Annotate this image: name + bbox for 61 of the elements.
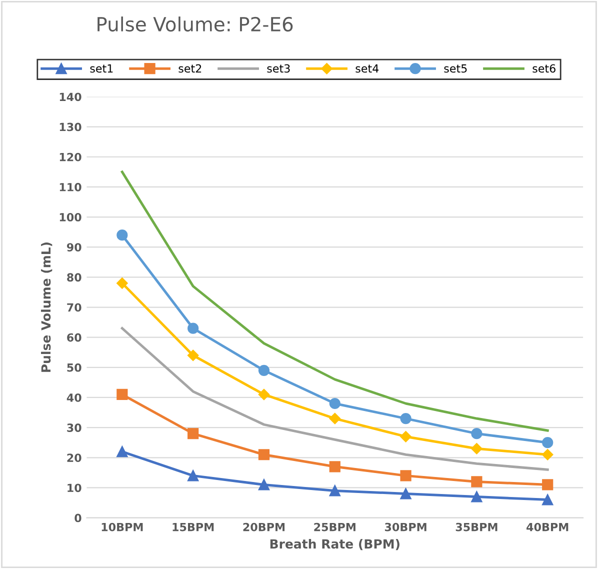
legend-label: set6 — [532, 64, 556, 73]
x-tick-label: 20BPM — [243, 522, 285, 532]
x-axis-title: Breath Rate (BPM) — [270, 538, 400, 550]
chart-title: Pulse Volume: P2-E6 — [98, 16, 293, 32]
line-series — [120, 327, 549, 471]
y-tick-label: 100 — [60, 213, 82, 222]
point — [471, 428, 482, 440]
point — [258, 479, 270, 490]
x-tick-label: 30BPM — [384, 522, 426, 532]
point — [329, 461, 340, 472]
point — [542, 494, 554, 506]
point — [329, 412, 340, 424]
legend-label: set1 — [90, 64, 113, 73]
point — [258, 388, 270, 400]
y-tick-label: 60 — [67, 333, 82, 342]
point — [188, 470, 199, 482]
x-tick-label: 25BPM — [314, 522, 356, 532]
point — [187, 350, 199, 361]
y-tick-label: 120 — [60, 152, 82, 162]
legend-label: set5 — [444, 64, 467, 73]
point — [116, 278, 128, 289]
point — [542, 449, 554, 460]
y-tick-label: 80 — [67, 273, 82, 282]
point — [188, 322, 199, 334]
y-tick-label: 40 — [66, 393, 82, 402]
point — [258, 364, 270, 376]
point — [471, 443, 482, 454]
point — [116, 446, 128, 458]
y-tick-label: 20 — [67, 454, 82, 462]
y-tick-label: 30 — [67, 424, 82, 432]
point — [542, 479, 554, 490]
y-tick-label: 140 — [60, 92, 82, 102]
y-tick-label: 10 — [68, 484, 82, 492]
point — [116, 230, 128, 241]
legend-label: set4 — [356, 64, 379, 73]
x-tick-label: 10BPM — [102, 522, 143, 532]
y-tick-label: 70 — [67, 303, 82, 312]
point — [400, 488, 412, 500]
point — [258, 449, 270, 460]
legend-label: set3 — [267, 64, 290, 73]
y-tick-label: 50 — [67, 363, 82, 372]
x-tick-label: 15BPM — [172, 522, 214, 532]
point — [400, 470, 412, 482]
y-tick-label: 130 — [60, 122, 82, 132]
point — [471, 476, 482, 488]
point — [400, 412, 412, 424]
y-tick-label: 110 — [60, 182, 82, 192]
y-axis-title: Pulse Volume (mL) — [41, 242, 52, 372]
y-tick-label: 0 — [74, 514, 82, 522]
point — [116, 388, 128, 400]
point — [542, 437, 554, 448]
point — [188, 428, 199, 440]
x-tick-label: 35BPM — [456, 522, 498, 532]
line-series — [120, 170, 549, 432]
point — [329, 398, 340, 410]
point — [471, 491, 482, 502]
y-tick-label: 90 — [66, 243, 82, 252]
legend-label: set2 — [178, 64, 202, 73]
point — [329, 485, 340, 496]
point — [400, 430, 412, 442]
x-tick-label: 40BPM — [526, 522, 568, 532]
